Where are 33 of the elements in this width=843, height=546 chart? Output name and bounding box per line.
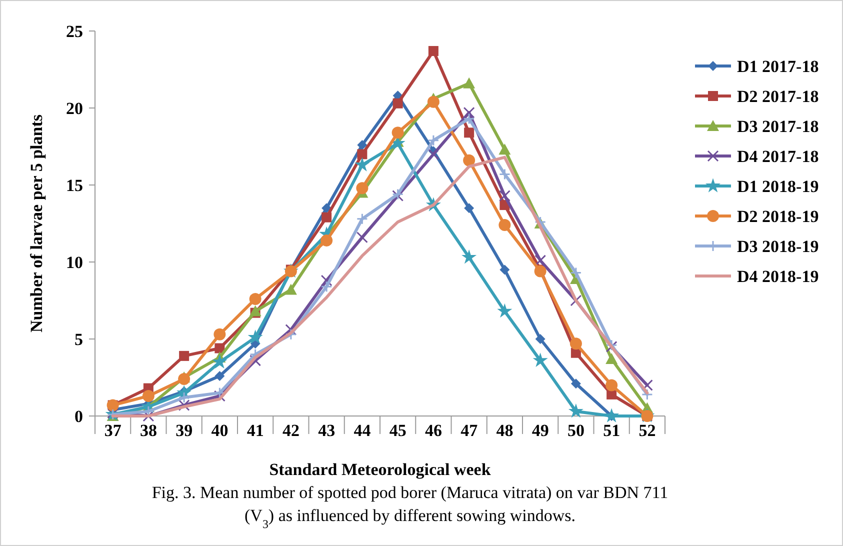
x-tick-label: 37 — [104, 421, 122, 440]
x-axis-title: Standard Meteorological week — [269, 460, 492, 479]
x-tick-label: 48 — [496, 421, 514, 440]
legend-label: D3 2018-19 — [737, 236, 819, 256]
legend-label: D4 2017-18 — [737, 146, 819, 166]
x-tick-label: 51 — [603, 421, 620, 440]
x-tick-label: 44 — [354, 421, 372, 440]
y-tick-label: 20 — [66, 98, 83, 118]
x-tick-label: 41 — [246, 421, 264, 440]
caption: Fig. 3. Mean number of spotted pod borer (Maruca vitrata) on var BDN 711 (V$_{3}$) as influenced by different sowing windows. — [152, 483, 668, 531]
y-axis-title: Number of larvae per 5 plants — [27, 114, 46, 333]
x-tick-label: 50 — [567, 421, 584, 440]
x-tick-label: 39 — [176, 421, 193, 440]
legend-label: D3 2017-18 — [737, 116, 819, 136]
x-tick-label: 49 — [532, 421, 549, 440]
x-tick-label: 38 — [140, 421, 157, 440]
x-tick-label: 47 — [460, 421, 478, 440]
x-tick-label: 40 — [211, 421, 228, 440]
x-tick-label: 46 — [424, 421, 442, 440]
legend-label: D2 2017-18 — [737, 86, 819, 106]
legend-label: D2 2018-19 — [737, 206, 819, 226]
x-tick-label: 42 — [282, 421, 300, 440]
y-tick-label: 15 — [66, 176, 83, 195]
y-tick-label: 25 — [66, 22, 83, 41]
legend-label: D1 2017-18 — [737, 56, 819, 76]
y-tick-label: 5 — [74, 330, 83, 349]
legend-label: D1 2018-19 — [737, 176, 819, 196]
x-tick-label: 45 — [389, 421, 406, 440]
x-tick-label: 52 — [638, 421, 656, 440]
legend-label: D4 2018-19 — [737, 266, 819, 286]
y-tick-label: 0 — [74, 406, 83, 426]
x-tick-label: 43 — [318, 421, 336, 440]
y-tick-label: 10 — [66, 252, 83, 272]
